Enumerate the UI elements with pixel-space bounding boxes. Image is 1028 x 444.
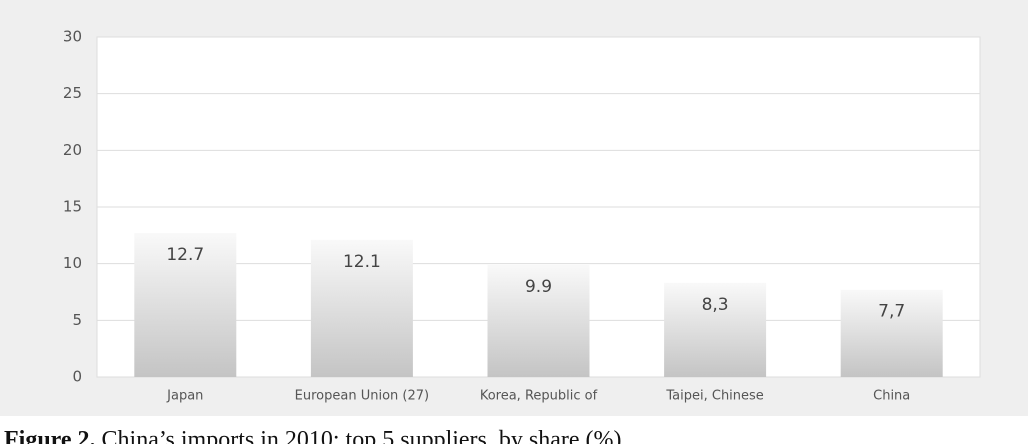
x-tick-label: Taipei, Chinese bbox=[665, 389, 763, 404]
x-tick-label: Japan bbox=[166, 389, 203, 404]
y-tick-label: 10 bbox=[63, 254, 82, 272]
value-label: 9.9 bbox=[525, 277, 552, 297]
value-label: 12.7 bbox=[166, 245, 204, 265]
bar bbox=[134, 233, 237, 377]
bar bbox=[310, 239, 413, 377]
bar bbox=[840, 289, 943, 377]
value-label: 8,3 bbox=[702, 295, 729, 315]
caption: Figure 2. China’s imports in 2010: top 5… bbox=[4, 427, 622, 444]
caption-label: Figure 2. bbox=[4, 427, 96, 444]
y-tick-label: 20 bbox=[63, 141, 82, 159]
y-tick-label: 5 bbox=[72, 311, 82, 329]
y-tick-label: 30 bbox=[63, 28, 82, 46]
value-label: 7,7 bbox=[878, 302, 905, 322]
value-label: 12.1 bbox=[343, 252, 381, 272]
y-tick-label: 15 bbox=[63, 198, 82, 216]
caption-text: China’s imports in 2010: top 5 suppliers… bbox=[102, 427, 622, 444]
y-tick-label: 25 bbox=[63, 84, 82, 102]
y-tick-label: 0 bbox=[72, 368, 82, 386]
bar bbox=[487, 264, 590, 377]
bar bbox=[664, 282, 767, 377]
x-tick-label: Korea, Republic of bbox=[480, 389, 598, 404]
x-tick-label: European Union (27) bbox=[295, 389, 429, 404]
x-tick-label: China bbox=[873, 389, 910, 404]
